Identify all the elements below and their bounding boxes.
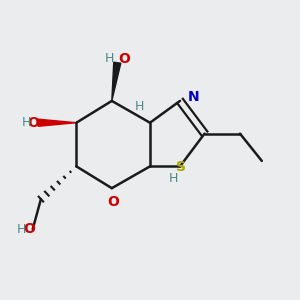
Text: O: O: [107, 195, 119, 209]
Text: H: H: [16, 223, 26, 236]
Text: O: O: [28, 116, 40, 130]
Text: N: N: [188, 90, 200, 104]
Text: H: H: [169, 172, 178, 185]
Text: H: H: [105, 52, 115, 65]
Text: H: H: [134, 100, 144, 113]
Polygon shape: [112, 62, 121, 101]
Text: O: O: [118, 52, 130, 66]
Text: H: H: [22, 116, 31, 129]
Text: O: O: [24, 222, 35, 236]
Polygon shape: [38, 119, 76, 126]
Text: S: S: [176, 160, 186, 174]
